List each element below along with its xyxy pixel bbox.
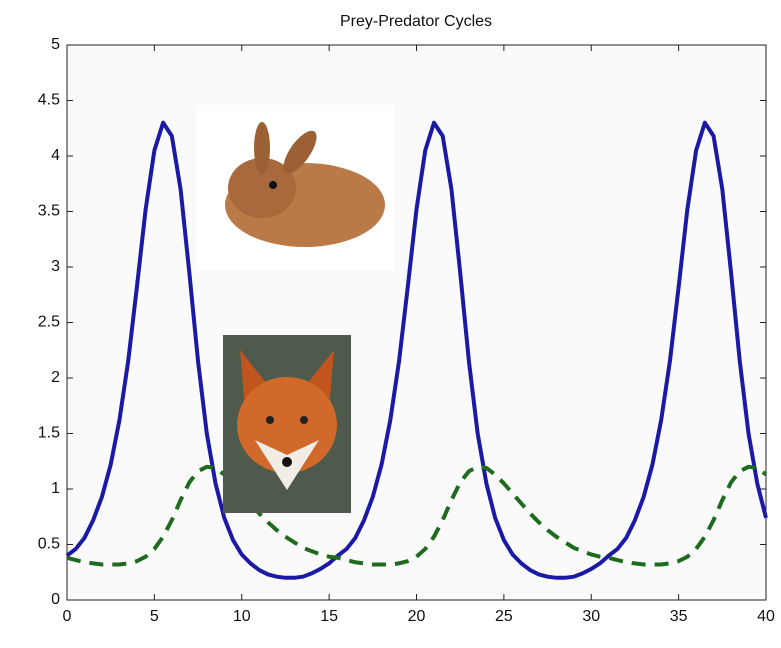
y-tick-label: 2.5 <box>38 314 60 331</box>
fox-picture <box>223 335 351 513</box>
y-tick-label: 0 <box>51 591 60 608</box>
x-tick-label: 30 <box>582 608 600 625</box>
x-tick-label: 35 <box>670 608 688 625</box>
x-tick-label: 10 <box>233 608 251 625</box>
y-tick-label: 3 <box>51 258 60 275</box>
y-tick-label: 0.5 <box>38 536 60 553</box>
plot-frame <box>67 45 766 600</box>
chart: Prey-Predator Cycles 0 0.5 1 1.5 2 2.5 3 3.5 4 4.… <box>0 0 781 643</box>
rabbit-picture <box>196 105 394 270</box>
y-tick-label: 4 <box>51 147 60 164</box>
y-tick-label: 1.5 <box>38 425 60 442</box>
y-tick-label: 5 <box>51 36 60 53</box>
x-tick-label: 0 <box>63 608 72 625</box>
y-tick-label: 2 <box>51 369 60 386</box>
x-tick-label: 15 <box>320 608 338 625</box>
x-tick-label: 5 <box>150 608 159 625</box>
x-tick-label: 40 <box>757 608 775 625</box>
x-tick-label: 25 <box>495 608 513 625</box>
y-tick-label: 1 <box>51 480 60 497</box>
chart-title: Prey-Predator Cycles <box>340 13 492 30</box>
y-tick-label: 4.5 <box>38 92 60 109</box>
y-tick-label: 3.5 <box>38 203 60 220</box>
x-tick-label: 20 <box>408 608 426 625</box>
